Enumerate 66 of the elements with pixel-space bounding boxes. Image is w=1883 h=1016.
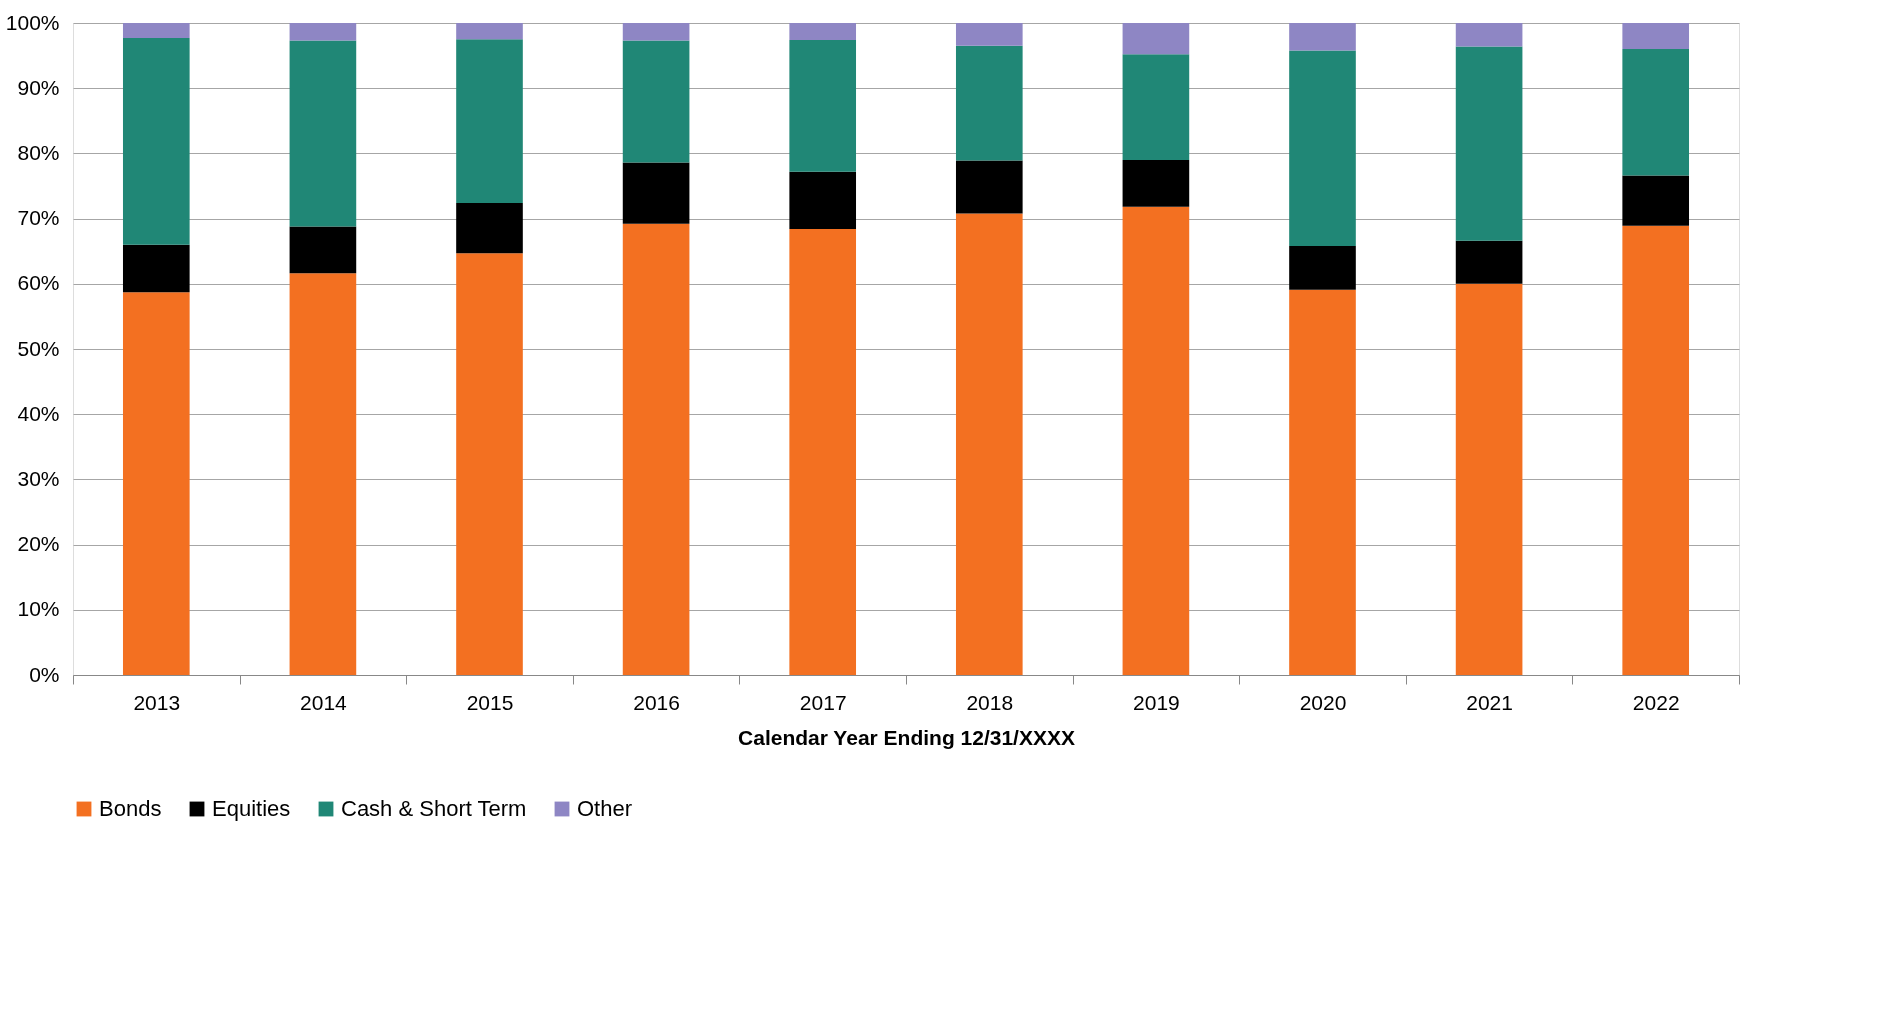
x-tick-label: 2013 [133,690,181,714]
y-tick-label: 10% [17,597,60,621]
x-tick-label: 2014 [300,690,348,714]
bar [1622,175,1690,226]
y-tick-label: 40% [17,401,60,425]
bar [789,171,857,230]
bar [955,23,1023,46]
x-tick-label: 2016 [633,690,680,714]
legend-label: Cash & Short Term [341,796,527,821]
y-tick-label: 80% [17,140,60,164]
x-tick-label: 2021 [1466,690,1513,714]
bar [955,213,1023,675]
x-tick-label: 2015 [466,690,514,714]
bar [289,273,357,675]
x-tick-label: 2020 [1299,690,1347,714]
bar [456,253,523,675]
bar [955,45,1023,161]
bar [122,244,190,293]
bar [1122,206,1190,675]
y-tick-label: 50% [17,336,60,360]
bar [122,38,190,245]
bar [622,40,690,163]
y-tick-label: 70% [17,206,60,230]
bar [289,23,357,41]
bar [122,23,190,38]
bar [1122,159,1190,207]
x-tick-label: 2019 [1133,690,1180,714]
bar [1289,245,1356,290]
bar [622,23,690,41]
y-tick-label: 20% [17,532,60,556]
bar [289,226,357,274]
bar [789,23,857,40]
x-tick-label: 2017 [799,690,847,714]
y-tick-label: 60% [17,271,60,295]
y-tick-label: 0% [29,662,60,686]
bar [1622,225,1690,675]
bar [622,162,690,224]
legend-label: Other [577,796,633,821]
bar [1455,46,1523,241]
bar [456,202,523,254]
bar [1455,240,1523,284]
bar [1622,23,1690,50]
bar [789,39,857,172]
x-axis-title: Calendar Year Ending 12/31/XXXX [738,725,1075,749]
bar [456,23,523,40]
legend-label: Equities [212,796,291,821]
bar [1289,289,1356,675]
bar [1289,50,1356,246]
x-tick-label: 2018 [966,690,1014,714]
bar [789,229,857,675]
bar [1122,54,1190,160]
bar [456,39,523,203]
bar [1455,23,1523,47]
bar [622,223,690,675]
bar [122,292,190,675]
bar [955,160,1023,214]
legend-label: Bonds [99,796,162,821]
x-tick-label: 2022 [1632,690,1680,714]
bar [1289,23,1356,51]
bar [1622,49,1690,176]
bar [289,40,357,227]
y-tick-label: 90% [17,75,60,99]
y-tick-label: 100% [5,10,60,34]
bar [1122,23,1190,55]
y-tick-label: 30% [17,466,60,490]
bar [1455,283,1523,675]
